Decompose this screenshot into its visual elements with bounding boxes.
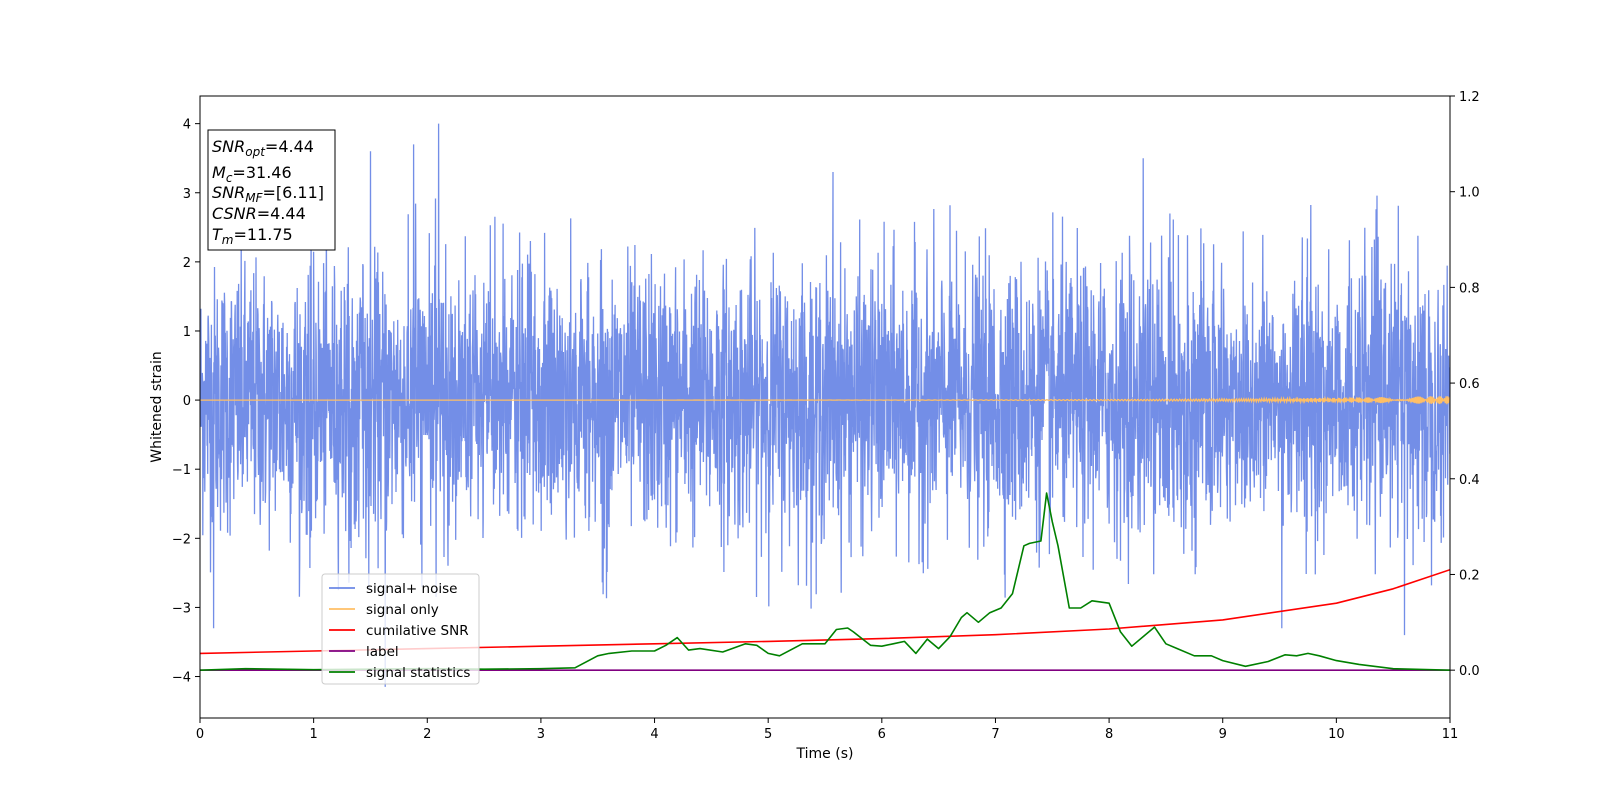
series-signal-statistics: [200, 492, 1450, 671]
stats-snr-opt-value: 4.44: [278, 137, 314, 156]
stats-tm: Tm=11.75: [212, 225, 293, 247]
signal-statistics-line: [200, 492, 1450, 671]
y2-tick-label: 1.2: [1459, 90, 1480, 105]
signal-plus-noise-line: [200, 123, 1450, 687]
x-tick-label: 0: [196, 727, 204, 742]
stats-mc: Mc=31.46: [212, 163, 292, 185]
stats-snr-opt: SNRopt=4.44: [212, 137, 314, 159]
legend-label: signal+ noise: [366, 581, 457, 597]
y-axis-right: 0.0 0.2 0.4 0.6 0.8 1.0 1.2: [1450, 90, 1480, 679]
plot-frame: [199, 95, 1451, 719]
stats-mc-value: 31.46: [246, 163, 292, 182]
signal-only-line: [200, 395, 1450, 405]
y2-tick-label: 0.2: [1459, 568, 1480, 583]
stats-tm-value: 11.75: [247, 225, 293, 244]
x-tick-label: 4: [650, 727, 658, 742]
legend-label: signal statistics: [366, 665, 470, 681]
x-axis: 0 1 2 3 4 5 6 7 8 9 10 11: [196, 718, 1458, 742]
y-tick-label: −3: [172, 601, 191, 616]
stats-box-frame: [207, 129, 336, 251]
legend-label: label: [366, 644, 399, 660]
legend-label: cumilative SNR: [366, 623, 469, 639]
x-tick-label: 1: [309, 727, 317, 742]
legend-frame: [321, 573, 480, 685]
legend-label: signal only: [366, 602, 439, 618]
y-tick-label: 2: [183, 256, 191, 271]
x-tick-label: 6: [878, 727, 886, 742]
stats-box: SNRopt=4.44 Mc=31.46 SNRMF=[6.11] CSNR=4…: [207, 129, 336, 251]
stats-csnr: CSNR=4.44: [212, 204, 306, 223]
legend: signal+ noise signal only cumilative SNR la…: [321, 573, 480, 685]
x-tick-label: 5: [764, 727, 772, 742]
x-tick-label: 3: [537, 727, 545, 742]
y-tick-label: 1: [183, 325, 191, 340]
y-tick-label: 4: [183, 118, 191, 133]
y2-tick-label: 0.8: [1459, 281, 1480, 296]
x-tick-label: 11: [1442, 727, 1459, 742]
y-tick-label: −1: [172, 463, 191, 478]
x-tick-label: 10: [1328, 727, 1345, 742]
x-tick-label: 2: [423, 727, 431, 742]
stats-snr-mf: SNRMF=[6.11]: [212, 183, 324, 205]
series-signal-only: [200, 395, 1450, 405]
x-axis-label: Time (s): [796, 746, 854, 762]
y-axis-label: Whitened strain: [149, 351, 165, 462]
series-signal-plus-noise: [200, 123, 1450, 687]
y-tick-label: −2: [172, 532, 191, 547]
y2-tick-label: 0.4: [1459, 473, 1480, 488]
y2-tick-label: 0.0: [1459, 664, 1480, 679]
y-tick-label: 0: [183, 394, 191, 409]
y-tick-label: −4: [172, 671, 191, 686]
y-tick-label: 3: [183, 187, 191, 202]
y2-tick-label: 0.6: [1459, 377, 1480, 392]
x-tick-label: 9: [1219, 727, 1227, 742]
y-axis-left: −4 −3 −2 −1 0 1 2 3 4: [172, 118, 200, 686]
stats-snr-mf-value: [6.11]: [276, 183, 324, 202]
x-tick-label: 7: [991, 727, 999, 742]
x-tick-label: 8: [1105, 727, 1113, 742]
y2-tick-label: 1.0: [1459, 186, 1480, 201]
stats-csnr-value: 4.44: [270, 204, 306, 223]
